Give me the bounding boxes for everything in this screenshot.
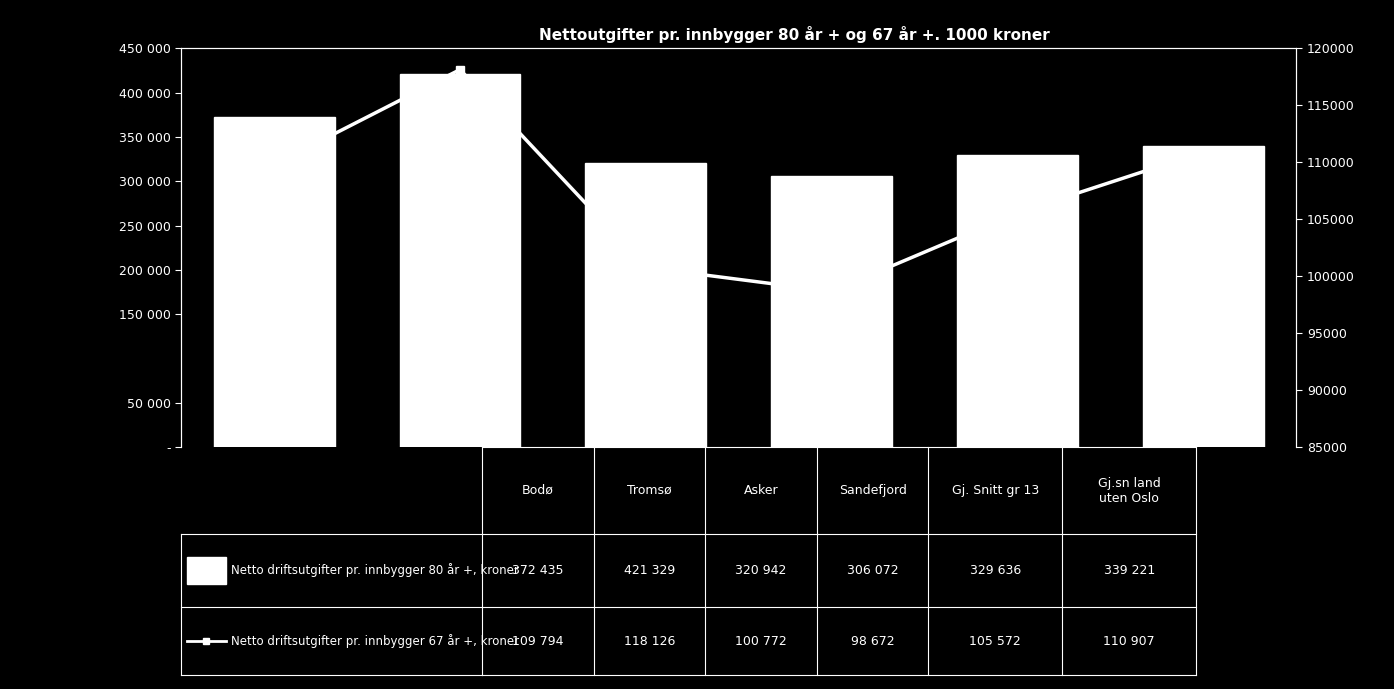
- Text: 105 572: 105 572: [969, 635, 1022, 648]
- Text: 306 072: 306 072: [846, 564, 899, 577]
- Text: 110 907: 110 907: [1103, 635, 1156, 648]
- Text: Tromsø: Tromsø: [627, 484, 672, 497]
- Text: Gj. Snitt gr 13: Gj. Snitt gr 13: [952, 484, 1039, 497]
- Text: 339 221: 339 221: [1104, 564, 1154, 577]
- Text: Bodø: Bodø: [523, 484, 553, 497]
- Bar: [585, 163, 707, 447]
- Text: 320 942: 320 942: [736, 564, 786, 577]
- Text: 329 636: 329 636: [970, 564, 1020, 577]
- Text: 118 126: 118 126: [625, 635, 675, 648]
- Text: 372 435: 372 435: [513, 564, 563, 577]
- Text: 109 794: 109 794: [513, 635, 563, 648]
- Bar: [187, 557, 226, 584]
- Bar: [213, 117, 335, 447]
- Bar: [771, 176, 892, 447]
- Text: 100 772: 100 772: [735, 635, 788, 648]
- Text: 98 672: 98 672: [850, 635, 895, 648]
- Text: 421 329: 421 329: [625, 564, 675, 577]
- Text: Sandefjord: Sandefjord: [839, 484, 906, 497]
- Bar: [400, 74, 520, 447]
- Text: Gj.sn land
uten Oslo: Gj.sn land uten Oslo: [1097, 477, 1161, 504]
- Bar: [958, 155, 1078, 447]
- Text: Netto driftsutgifter pr. innbygger 67 år +, kroner: Netto driftsutgifter pr. innbygger 67 år…: [231, 634, 520, 648]
- Title: Nettoutgifter pr. innbygger 80 år + og 67 år +. 1000 kroner: Nettoutgifter pr. innbygger 80 år + og 6…: [539, 26, 1050, 43]
- Text: Netto driftsutgifter pr. innbygger 80 år +, kroner: Netto driftsutgifter pr. innbygger 80 år…: [231, 564, 520, 577]
- Bar: [1143, 147, 1264, 447]
- Text: Asker: Asker: [744, 484, 778, 497]
